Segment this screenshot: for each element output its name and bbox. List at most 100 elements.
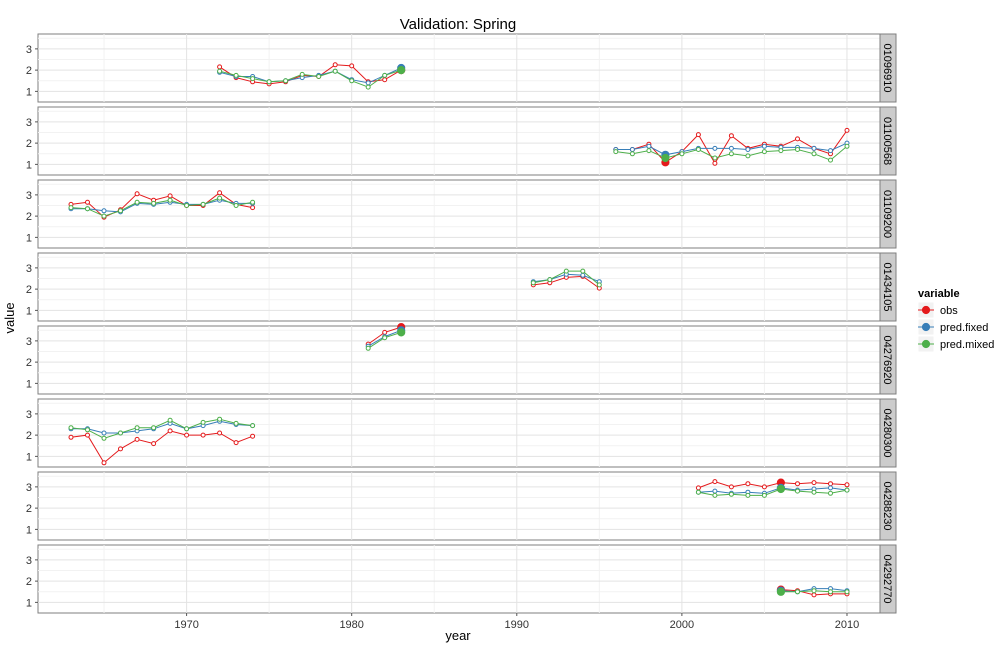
- data-point-obs: [349, 63, 355, 69]
- y-tick-label: 2: [26, 357, 32, 369]
- data-point-pred-mixed: [134, 425, 140, 431]
- data-point-pred-mixed: [795, 488, 800, 494]
- data-point-pred-mixed: [397, 328, 406, 337]
- data-point-pred-mixed: [661, 153, 670, 163]
- facet-strip: [879, 179, 897, 249]
- data-point-pred-mixed: [613, 149, 619, 155]
- data-point-obs: [795, 136, 800, 142]
- data-point-obs: [728, 484, 734, 490]
- y-tick-label: 2: [26, 284, 32, 296]
- data-point-pred-mixed: [761, 149, 767, 155]
- data-point-pred-mixed: [547, 277, 553, 283]
- y-tick-label: 3: [26, 336, 32, 348]
- legend-key-point: [921, 322, 931, 332]
- data-point-pred-mixed: [349, 78, 355, 84]
- facet-strip: [879, 33, 897, 103]
- legend-key-point: [921, 339, 931, 349]
- data-point-obs: [134, 191, 140, 197]
- data-point-pred-mixed: [828, 157, 833, 163]
- y-tick-label: 2: [26, 430, 32, 442]
- data-point-obs: [68, 434, 74, 440]
- facet-strip: [879, 398, 897, 468]
- facet-strip-label: 04292770: [881, 555, 893, 604]
- facet-strip-label: 01096910: [881, 44, 893, 93]
- data-point-pred-mixed: [233, 72, 239, 78]
- panel-background: [37, 106, 881, 176]
- data-point-pred-mixed: [563, 268, 569, 274]
- chart-title: Validation: Spring: [400, 16, 516, 33]
- data-point-obs: [712, 479, 718, 485]
- facet-panel: 1 2 3 01434105: [26, 252, 897, 322]
- data-point-pred-mixed: [283, 78, 289, 84]
- data-point-pred-mixed: [217, 68, 223, 74]
- data-point-pred-mixed: [397, 66, 406, 75]
- data-point-pred-fixed: [828, 485, 833, 491]
- data-point-obs: [184, 432, 190, 438]
- x-tick-label: 2010: [835, 619, 859, 631]
- data-point-pred-mixed: [101, 213, 107, 219]
- data-point-pred-mixed: [629, 151, 635, 157]
- facet-strip-label: 01100568: [881, 117, 893, 165]
- data-point-pred-mixed: [151, 200, 157, 206]
- series-line-pred-mixed: [70, 418, 253, 439]
- facet-strip-label: 04276920: [881, 336, 893, 385]
- data-point-pred-mixed: [365, 84, 371, 90]
- data-point-obs: [85, 199, 90, 205]
- data-point-obs: [844, 127, 850, 133]
- series-line-obs: [698, 481, 848, 489]
- data-point-pred-fixed: [580, 272, 586, 278]
- data-point-pred-mixed: [217, 416, 223, 422]
- facet-panel: 1 2 3 01109200: [26, 179, 897, 249]
- data-point-pred-mixed: [118, 430, 123, 436]
- data-point-obs: [217, 190, 223, 196]
- data-point-obs: [828, 481, 833, 487]
- y-tick-label: 1: [26, 232, 32, 244]
- y-tick-label: 1: [26, 451, 32, 463]
- data-point-pred-mixed: [679, 151, 685, 157]
- series-line-pred-fixed: [71, 199, 253, 213]
- series-line-pred-mixed: [219, 69, 402, 88]
- facet-strip-label: 04288230: [881, 482, 893, 531]
- y-tick-label: 1: [26, 86, 32, 98]
- data-point-pred-mixed: [712, 492, 718, 498]
- facet-strip-label: 01109200: [881, 190, 893, 238]
- data-point-pred-fixed: [365, 80, 371, 86]
- facet-panel: 1 2 3 04276920: [26, 323, 897, 395]
- data-point-pred-mixed: [761, 492, 767, 498]
- data-point-pred-mixed: [134, 199, 140, 205]
- data-point-obs: [811, 480, 817, 486]
- data-point-pred-mixed: [844, 487, 850, 493]
- data-point-obs: [728, 133, 734, 139]
- facet-strip: [879, 106, 897, 176]
- facet-strip-label: 04280300: [881, 409, 893, 458]
- y-tick-label: 1: [26, 305, 32, 317]
- y-tick-label: 1: [26, 378, 32, 390]
- panel-background: [37, 179, 881, 249]
- y-tick-label: 3: [26, 409, 32, 421]
- y-tick-label: 1: [26, 597, 32, 609]
- facet-panel: 1 2 3 01100568: [26, 106, 897, 176]
- data-point-pred-fixed: [101, 208, 107, 214]
- data-point-pred-mixed: [811, 588, 817, 594]
- y-tick-label: 3: [26, 263, 32, 275]
- data-point-pred-mixed: [646, 148, 652, 154]
- data-point-obs: [761, 484, 767, 490]
- facet-panel: 1 2 3 01096910: [26, 33, 897, 103]
- data-point-obs: [811, 592, 817, 598]
- data-point-pred-mixed: [316, 74, 322, 79]
- data-point-obs: [217, 64, 223, 70]
- data-point-pred-mixed: [85, 427, 90, 433]
- data-point-pred-mixed: [68, 425, 74, 431]
- data-point-pred-mixed: [200, 419, 206, 425]
- data-point-obs: [101, 460, 107, 466]
- data-point-pred-mixed: [250, 76, 256, 82]
- y-tick-label: 3: [26, 44, 32, 56]
- facet-panel: 1 2 3 04280300: [26, 398, 897, 468]
- legend: variable obs pred.fixed pred.mixed: [917, 288, 994, 353]
- facet-panel: 1 2 3 04288230: [26, 471, 897, 541]
- data-point-pred-fixed: [828, 148, 833, 154]
- data-point-obs: [167, 428, 173, 434]
- data-point-pred-mixed: [778, 148, 784, 154]
- y-tick-label: 2: [26, 576, 32, 588]
